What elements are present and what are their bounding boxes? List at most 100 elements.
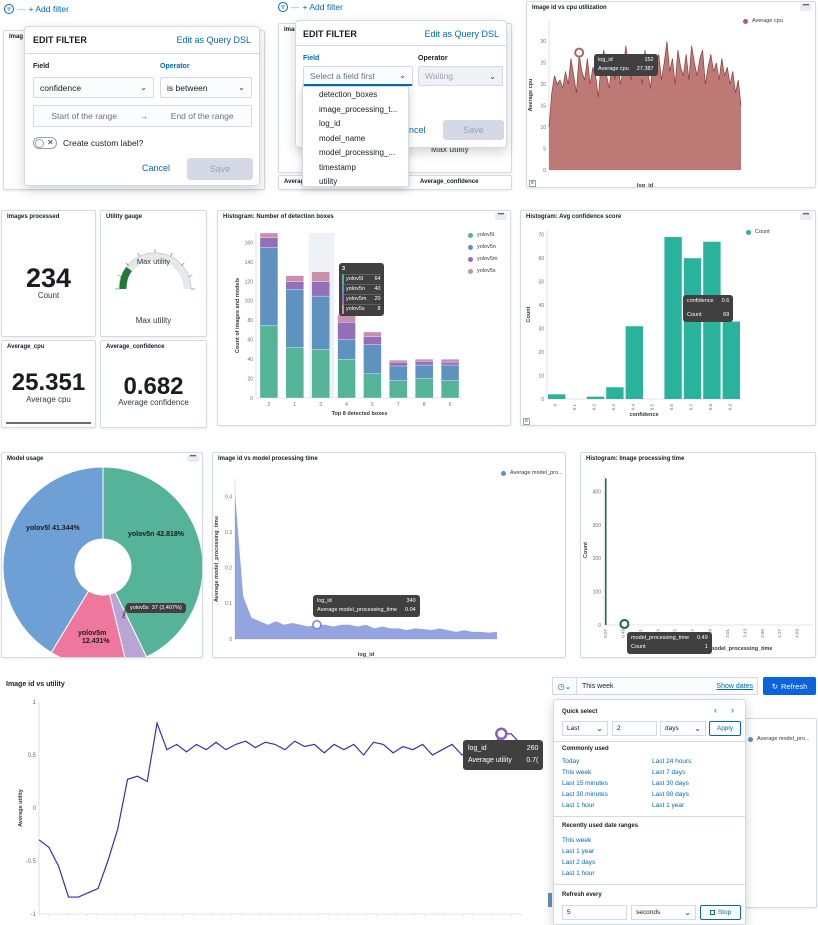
field-option[interactable]: timestamp: [319, 162, 356, 172]
utility-panel: Image id vs utility -1 -0.5 0 0.5 1 log_id Ave…: [1, 678, 544, 925]
table-toggle-icon[interactable]: ≡: [529, 180, 536, 187]
legend-label[interactable]: yolov5l: [477, 232, 495, 238]
recent-link[interactable]: Last 2 days: [562, 859, 596, 866]
save-button[interactable]: Save: [443, 120, 504, 140]
chart-tooltip: confidence 0.6 Count 69: [683, 295, 734, 322]
y-tick-label: 140: [245, 260, 254, 266]
common-link[interactable]: Last 7 days: [652, 769, 686, 776]
add-filter-link[interactable]: + Add filter: [302, 2, 343, 12]
legend-label[interactable]: Count: [755, 229, 770, 235]
operator-select[interactable]: Waiting ⌄: [418, 66, 503, 86]
edit-query-dsl-link[interactable]: Edit as Query DSL: [424, 29, 499, 39]
field-option[interactable]: image_processing_t...: [319, 104, 398, 114]
field-select[interactable]: Select a field first ⌄: [303, 66, 413, 86]
legend-label[interactable]: Average model_pro...: [510, 470, 563, 476]
y-tick-label: 0.5: [28, 753, 37, 759]
field-placeholder: Select a field first: [310, 70, 375, 81]
processing-time-panel: Image id vs model processing time Averag…: [212, 452, 566, 658]
next-icon[interactable]: ›: [731, 705, 734, 715]
panel-options-icon[interactable]: •••: [800, 212, 812, 220]
chart-tooltip: log_id 260 Average utility 0.7(: [463, 740, 544, 770]
average-cpu-value: 25.351: [11, 369, 86, 396]
common-link[interactable]: Last 15 minutes: [562, 780, 608, 787]
panel-options-icon[interactable]: •••: [495, 212, 507, 220]
amount-value: 2: [617, 725, 621, 732]
refresh-interval-input[interactable]: 5: [562, 905, 627, 920]
edit-query-dsl-link[interactable]: Edit as Query DSL: [176, 35, 251, 45]
tooltip-value: 0.04: [405, 607, 416, 613]
common-link[interactable]: This week: [562, 769, 592, 776]
x-tick-label: 0.2: [592, 404, 597, 411]
legend-label[interactable]: yolov5s: [477, 268, 496, 274]
save-button[interactable]: Save: [187, 158, 253, 180]
table-toggle-icon[interactable]: ≡: [523, 418, 530, 425]
field-select[interactable]: confidence ⌄: [33, 77, 154, 98]
common-link[interactable]: Last 24 hours: [652, 758, 692, 765]
x-tick-label: 0.7: [689, 404, 694, 411]
date-range-text[interactable]: This week: [582, 682, 614, 690]
panel-title: Histogram: Number of detection boxes: [223, 214, 334, 220]
chart-tooltip: model_processing_time 0.49 Count 1: [627, 632, 712, 654]
common-link[interactable]: Today: [562, 758, 580, 765]
date-picker: ◷⌄ This week Show dates: [552, 677, 758, 695]
previous-icon[interactable]: ‹: [714, 705, 717, 715]
panel-options-icon[interactable]: •••: [187, 454, 199, 462]
panel-title: Average_confidence: [106, 344, 165, 350]
tooltip-title: 3: [342, 266, 346, 272]
custom-label-toggle[interactable]: ✕: [33, 137, 57, 149]
recent-link[interactable]: This week: [562, 837, 592, 844]
field-option[interactable]: model_processing_...: [319, 148, 396, 157]
refresh-unit-select[interactable]: seconds ⌄: [631, 905, 696, 920]
common-link[interactable]: Last 90 days: [652, 791, 689, 798]
field-option[interactable]: model_name: [319, 133, 366, 143]
bar-segment: [440, 380, 460, 399]
operator-label: Operator: [418, 55, 448, 62]
filter-options-icon[interactable]: [278, 2, 288, 12]
filter-options-icon[interactable]: [4, 4, 14, 14]
chevron-down-icon: ⌄: [694, 724, 701, 733]
operator-select[interactable]: is between ⌄: [160, 77, 252, 98]
recent-title: Recently used date ranges: [562, 823, 639, 829]
cpu-area: [549, 41, 741, 170]
range-end-input[interactable]: End of the range: [170, 111, 234, 121]
field-option[interactable]: detection_boxes: [319, 90, 378, 99]
cancel-button[interactable]: ncel: [409, 125, 426, 135]
common-link[interactable]: Last 30 minutes: [562, 791, 608, 798]
bar-segment: [285, 289, 304, 348]
common-link[interactable]: Last 30 days: [652, 780, 689, 787]
y-axis-label: Average model_processing_time: [214, 516, 220, 602]
legend-swatch: [743, 19, 748, 24]
chevron-down-icon: ⌄: [684, 908, 691, 917]
calendar-icon[interactable]: ◷⌄: [553, 678, 577, 694]
apply-button[interactable]: Apply: [709, 721, 741, 736]
range-start-input[interactable]: Start of the range: [51, 111, 117, 121]
unit-select[interactable]: days ⌄: [660, 721, 706, 736]
pie-label-yolov5l: yolov5l 41.344%: [26, 525, 80, 532]
panel-title: Image id vs model processing time: [218, 456, 318, 462]
field-label: Field: [33, 63, 50, 70]
field-option[interactable]: utility: [319, 177, 338, 186]
gauge-inner-label: Max utility: [136, 257, 171, 266]
chevron-down-icon: ⌄: [140, 83, 147, 92]
legend-label[interactable]: yolov5m: [477, 256, 498, 262]
bar-segment: [440, 359, 460, 363]
panel-title: Histogram: Avg confidence score: [526, 214, 622, 220]
recent-link[interactable]: Last 1 year: [562, 848, 595, 855]
field-option[interactable]: log_id: [319, 119, 341, 128]
panel-options-icon[interactable]: •••: [800, 3, 812, 11]
refresh-button[interactable]: ↻ Refresh: [763, 677, 816, 695]
x-tick-label: 0.8: [708, 404, 713, 411]
stop-button[interactable]: Stop: [700, 905, 741, 920]
cancel-button[interactable]: Cancel: [142, 163, 171, 173]
scrollbar[interactable]: [6, 422, 91, 424]
legend-label[interactable]: Average cpu: [752, 18, 783, 24]
legend-label[interactable]: yolov5n: [477, 244, 496, 250]
legend: Average cpu: [743, 17, 783, 26]
add-filter-link[interactable]: + Add filter: [28, 4, 69, 14]
amount-input[interactable]: 2: [612, 721, 657, 736]
common-link[interactable]: Last 1 hour: [562, 802, 595, 809]
tense-select[interactable]: Last ⌄: [562, 721, 608, 736]
show-dates-link[interactable]: Show dates: [716, 682, 753, 690]
common-link[interactable]: Last 1 year: [652, 802, 685, 809]
recent-link[interactable]: Last 1 hour: [562, 870, 595, 877]
